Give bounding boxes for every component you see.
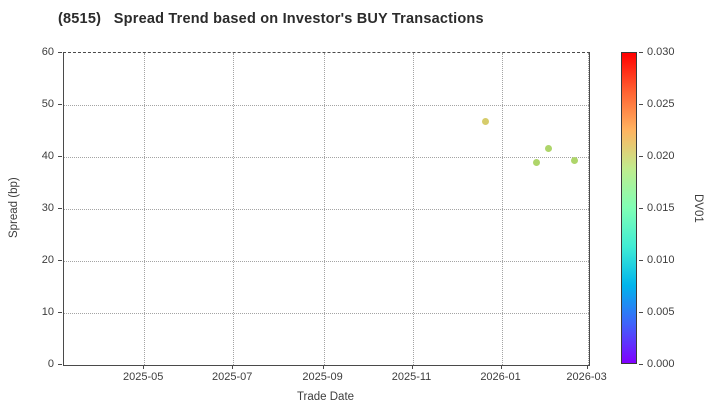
y-tick-mark [58,208,62,209]
grid-line-h [64,313,589,314]
x-tick-mark [586,365,588,369]
y-tick-mark [58,312,62,313]
x-tick-label: 2025-09 [302,371,343,383]
colorbar-tick-mark [639,156,643,157]
x-tick-mark [500,365,502,369]
x-tick-label: 2026-03 [566,371,607,383]
colorbar-tick-mark [639,312,643,313]
colorbar-tick-mark [639,208,643,209]
y-tick-mark [58,156,62,157]
y-tick-label: 0 [47,358,54,370]
x-tick-mark [322,365,324,369]
colorbar-tick-label: 0.000 [647,358,675,370]
y-tick-label: 30 [41,202,54,214]
x-tick-label: 2025-11 [391,371,432,383]
y-tick-mark [58,364,62,365]
grid-line-h [64,105,589,106]
colorbar-tick-label: 0.020 [647,150,675,162]
x-tick-label: 2025-07 [211,371,253,383]
y-tick-label: 40 [41,150,54,162]
colorbar-tick-mark [639,104,643,105]
grid-line-h [64,157,589,158]
x-axis-label: Trade Date [296,391,355,403]
y-tick-mark [58,52,62,53]
colorbar-tick-mark [639,260,643,261]
y-tick-label: 50 [41,98,54,110]
data-point [544,144,552,152]
data-point [570,157,578,165]
grid-line-h [64,209,589,210]
x-tick-mark [143,365,145,369]
colorbar-tick-mark [639,364,643,365]
grid-line-h [64,261,589,262]
y-tick-label: 60 [41,46,54,58]
chart-title: (8515) Spread Trend based on Investor's … [58,11,484,27]
colorbar-tick-label: 0.005 [647,306,675,318]
y-tick-mark [58,104,62,105]
colorbar [621,52,637,364]
colorbar-tick-label: 0.015 [647,202,675,214]
colorbar-tick-label: 0.010 [647,254,675,266]
y-tick-label: 10 [41,306,54,318]
x-tick-mark [232,365,234,369]
plot-area [63,52,590,366]
x-tick-label: 2025-05 [123,371,164,383]
x-tick-mark [411,365,413,369]
data-point [481,118,489,126]
x-tick-label: 2026-01 [480,371,521,383]
colorbar-label: DV01 [692,193,704,223]
colorbar-tick-label: 0.030 [647,46,675,58]
y-tick-mark [58,260,62,261]
data-point [533,159,540,167]
colorbar-tick-label: 0.025 [647,98,675,110]
y-tick-label: 20 [41,254,54,266]
colorbar-tick-mark [639,52,643,53]
